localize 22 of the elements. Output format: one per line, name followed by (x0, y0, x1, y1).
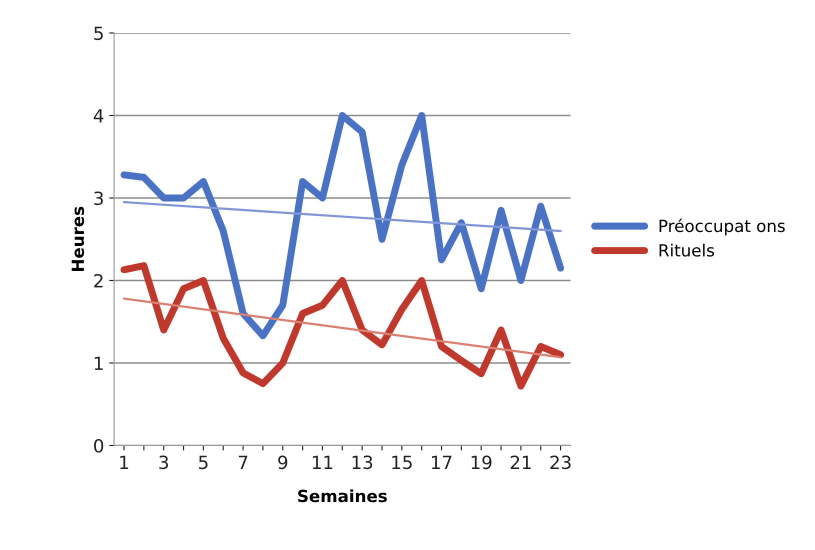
x-tick-label: 15 (392, 456, 412, 470)
x-tick-label: 23 (550, 456, 571, 470)
y-tick-label: 4 (94, 109, 104, 122)
y-tick-label: 0 (94, 438, 104, 453)
y-tick-label: 3 (94, 191, 103, 206)
y-axis-title: Heures (72, 206, 84, 271)
y-tick-label: 5 (94, 26, 103, 40)
legend-label: Rituels (660, 244, 714, 257)
x-tick-label: 19 (472, 456, 492, 470)
x-tick-label: 5 (199, 456, 208, 470)
x-tick-label: 9 (278, 456, 288, 470)
x-tick-label: 17 (432, 456, 452, 469)
x-tick-label: 21 (510, 456, 531, 469)
legend-label: Préoccupat ons (660, 218, 785, 236)
x-tick-label: 3 (159, 456, 168, 470)
x-tick-label: 1 (120, 456, 128, 469)
x-tick-label: 11 (312, 456, 332, 469)
x-axis-title: Semaines (298, 489, 387, 502)
x-tick-label: 7 (238, 456, 248, 469)
y-tick-label: 2 (94, 274, 103, 288)
x-tick-label: 13 (352, 456, 372, 470)
y-tick-label: 1 (94, 356, 103, 370)
